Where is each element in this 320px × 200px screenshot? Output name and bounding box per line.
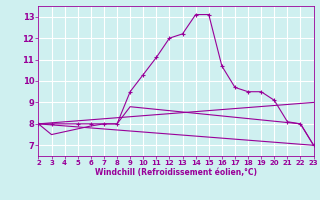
- X-axis label: Windchill (Refroidissement éolien,°C): Windchill (Refroidissement éolien,°C): [95, 168, 257, 177]
